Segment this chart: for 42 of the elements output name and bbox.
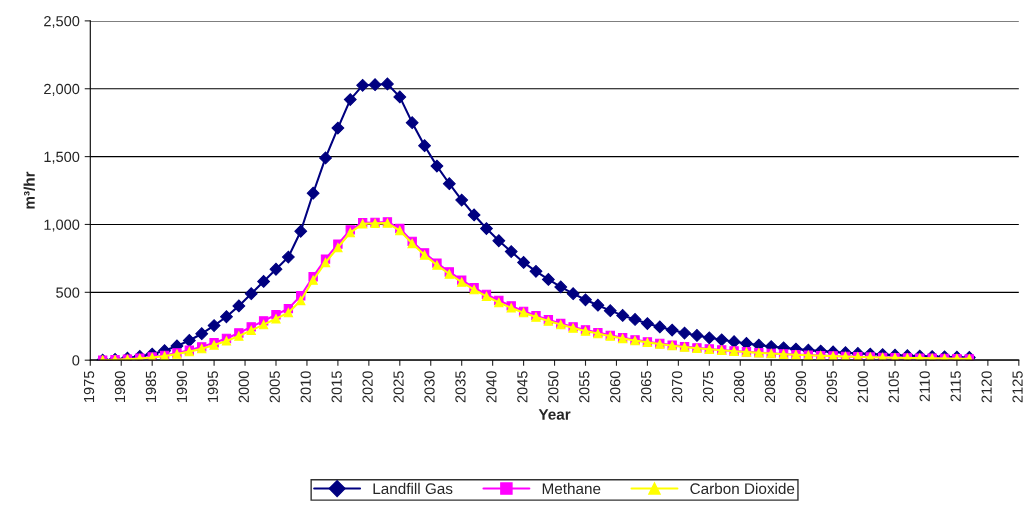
x-tick-label: 2110 [919, 371, 930, 402]
x-tick-label: 2060 [610, 371, 621, 403]
y-tick-label: 2,000 [44, 83, 80, 96]
x-tick-label: 2015 [331, 371, 342, 403]
x-tick-label: 2080 [733, 371, 745, 403]
x-tick-label: 2070 [671, 371, 683, 403]
y-tick-label: 0 [72, 355, 80, 366]
x-tick-label: 2115 [950, 371, 961, 402]
x-tick-label: 2005 [269, 371, 280, 403]
y-tick-label: 2,500 [44, 15, 80, 29]
y-tick-label: 500 [56, 287, 80, 298]
x-tick-label: 1975 [83, 371, 95, 402]
x-tick-label: 1985 [145, 371, 157, 402]
y-axis-title: m³/hr [23, 171, 35, 209]
x-tick-label: 2010 [300, 371, 311, 403]
x-tick-label: 2050 [548, 371, 559, 403]
x-tick-label: 2045 [517, 371, 528, 403]
y-tick-label: 1,000 [44, 219, 80, 232]
x-tick-label: 2040 [486, 371, 497, 403]
x-tick-label: 2025 [393, 371, 404, 403]
x-tick-label: 2125 [1012, 371, 1023, 403]
x-axis-title: Year [538, 409, 571, 420]
x-tick-label: 2020 [362, 371, 373, 403]
x-tick-label: 2065 [640, 371, 652, 403]
x-tick-label: 2090 [795, 371, 807, 403]
x-tick-label: 2000 [238, 371, 249, 403]
x-tick-label: 2055 [579, 371, 590, 403]
legend-label: Carbon Dioxide [690, 482, 795, 495]
x-tick-label: 2120 [981, 371, 992, 403]
x-tick-label: 2105 [888, 371, 899, 403]
x-tick-label: 1995 [207, 371, 219, 402]
x-tick-label: 2035 [455, 371, 466, 403]
legend-label: Landfill Gas [373, 482, 453, 495]
legend-label: Methane [542, 482, 601, 495]
x-tick-label: 1990 [176, 371, 188, 402]
x-tick-label: 2030 [424, 371, 435, 403]
x-tick-label: 1980 [114, 371, 126, 402]
x-tick-label: 2100 [857, 371, 868, 403]
x-tick-label: 2095 [826, 371, 838, 403]
x-tick-label: 2085 [764, 371, 776, 403]
x-tick-label: 2075 [702, 371, 714, 403]
y-tick-label: 1,500 [44, 151, 80, 164]
